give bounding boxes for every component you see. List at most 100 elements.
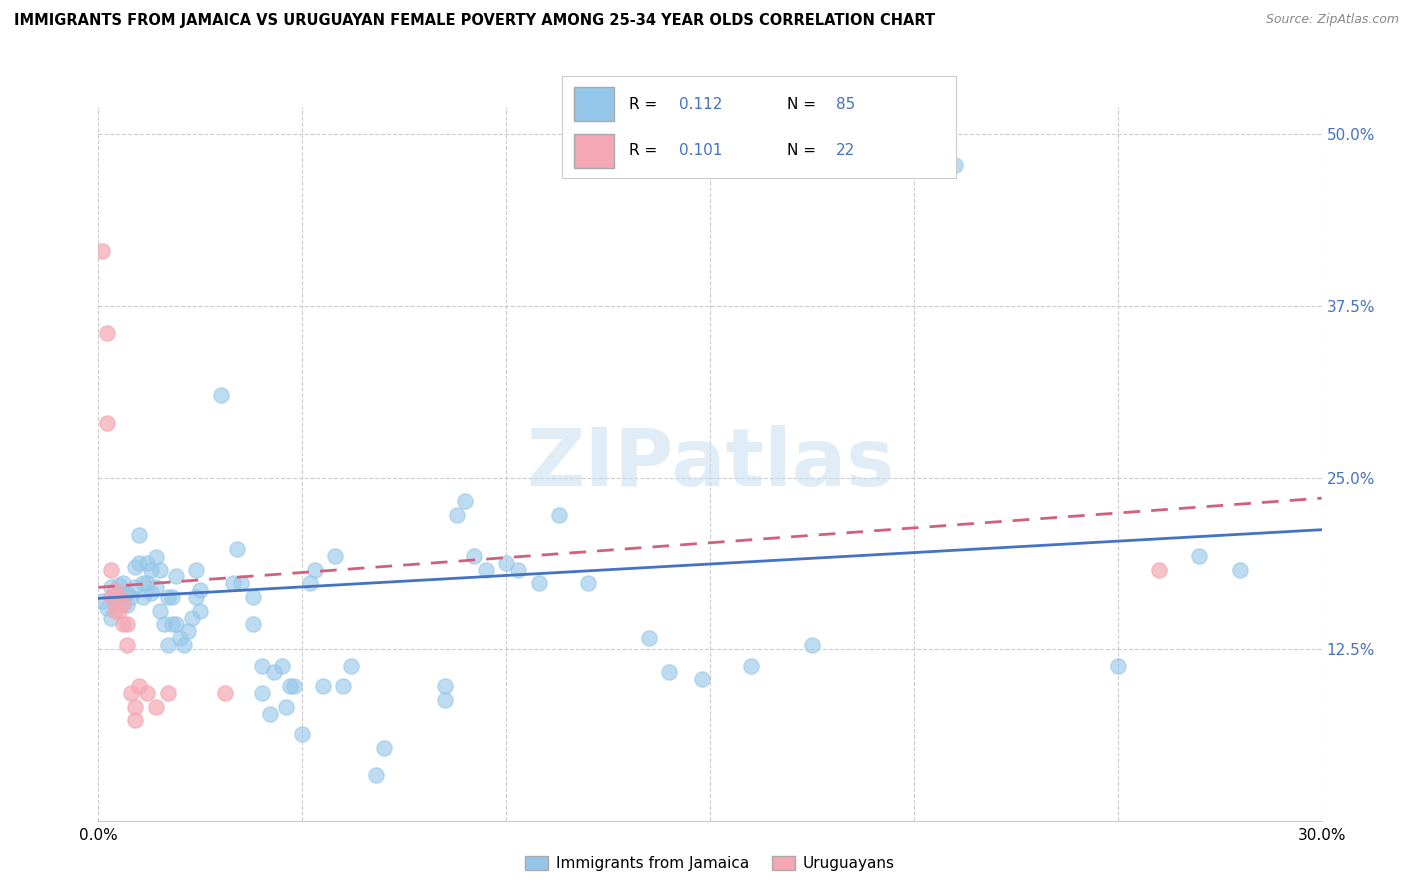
Point bbox=[169, 631, 191, 645]
Point bbox=[690, 673, 713, 687]
Point bbox=[128, 556, 150, 570]
Point bbox=[181, 610, 204, 624]
Point bbox=[156, 590, 179, 604]
Point bbox=[96, 326, 118, 341]
Point bbox=[136, 556, 159, 570]
Point bbox=[278, 679, 301, 693]
Point bbox=[1147, 562, 1170, 576]
Point bbox=[188, 604, 212, 618]
Point bbox=[508, 562, 530, 576]
Point bbox=[173, 638, 195, 652]
Point bbox=[250, 658, 273, 673]
Point bbox=[96, 416, 118, 430]
Point bbox=[291, 727, 314, 741]
Point bbox=[283, 679, 305, 693]
Point bbox=[340, 658, 363, 673]
Point bbox=[145, 699, 167, 714]
Point bbox=[312, 679, 335, 693]
Point bbox=[576, 576, 599, 591]
Point bbox=[149, 562, 172, 576]
Point bbox=[136, 686, 159, 700]
Point bbox=[104, 604, 127, 618]
Point bbox=[136, 576, 159, 591]
Point bbox=[160, 617, 183, 632]
Point bbox=[242, 617, 264, 632]
Point bbox=[108, 577, 131, 591]
Point bbox=[323, 549, 346, 563]
Point bbox=[463, 549, 485, 563]
Point bbox=[242, 590, 264, 604]
Point bbox=[149, 604, 172, 618]
Point bbox=[454, 494, 477, 508]
Point bbox=[1107, 658, 1129, 673]
Text: N =: N = bbox=[787, 96, 821, 112]
Point bbox=[124, 699, 146, 714]
Point bbox=[364, 768, 387, 782]
Point bbox=[132, 576, 155, 591]
Point bbox=[108, 604, 131, 618]
Point bbox=[111, 617, 134, 632]
Point bbox=[132, 590, 155, 604]
Point bbox=[111, 576, 134, 591]
Point bbox=[186, 562, 208, 576]
Point bbox=[214, 686, 236, 700]
Point bbox=[270, 658, 294, 673]
Point bbox=[304, 562, 326, 576]
Point bbox=[100, 610, 122, 624]
Point bbox=[124, 580, 146, 594]
Point bbox=[209, 388, 232, 402]
Point bbox=[124, 714, 146, 728]
Point bbox=[263, 665, 285, 680]
Point bbox=[434, 679, 457, 693]
Text: 0.101: 0.101 bbox=[679, 143, 721, 158]
Point bbox=[156, 638, 179, 652]
Point bbox=[100, 580, 122, 594]
Point bbox=[186, 590, 208, 604]
Point bbox=[165, 617, 187, 632]
FancyBboxPatch shape bbox=[574, 135, 613, 168]
Point bbox=[141, 562, 163, 576]
Point bbox=[373, 740, 395, 755]
Point bbox=[1188, 549, 1211, 563]
Point bbox=[434, 693, 457, 707]
Legend: Immigrants from Jamaica, Uruguayans: Immigrants from Jamaica, Uruguayans bbox=[519, 850, 901, 877]
Point bbox=[801, 638, 824, 652]
Text: R =: R = bbox=[630, 96, 662, 112]
Point bbox=[152, 617, 174, 632]
Point bbox=[104, 598, 127, 612]
Point bbox=[115, 586, 138, 600]
Text: 22: 22 bbox=[837, 143, 855, 158]
Point bbox=[115, 617, 138, 632]
Text: IMMIGRANTS FROM JAMAICA VS URUGUAYAN FEMALE POVERTY AMONG 25-34 YEAR OLDS CORREL: IMMIGRANTS FROM JAMAICA VS URUGUAYAN FEM… bbox=[14, 13, 935, 29]
Point bbox=[177, 624, 200, 639]
Point bbox=[740, 658, 762, 673]
Point bbox=[1229, 562, 1251, 576]
Point bbox=[165, 569, 187, 583]
Text: Source: ZipAtlas.com: Source: ZipAtlas.com bbox=[1265, 13, 1399, 27]
Point bbox=[115, 598, 138, 612]
Point bbox=[128, 528, 150, 542]
Point bbox=[259, 706, 281, 721]
Point bbox=[274, 699, 297, 714]
Text: 0.112: 0.112 bbox=[679, 96, 721, 112]
Point bbox=[474, 562, 498, 576]
Point bbox=[115, 638, 138, 652]
Point bbox=[145, 580, 167, 594]
Point bbox=[100, 562, 122, 576]
Point bbox=[548, 508, 571, 522]
Point bbox=[104, 583, 127, 598]
Point bbox=[943, 158, 966, 172]
Point bbox=[91, 594, 114, 608]
Point bbox=[128, 679, 150, 693]
Point bbox=[226, 541, 249, 556]
Text: ZIPatlas: ZIPatlas bbox=[526, 425, 894, 503]
Point bbox=[111, 597, 134, 611]
Point bbox=[141, 586, 163, 600]
Point bbox=[108, 590, 131, 604]
Point bbox=[120, 686, 142, 700]
FancyBboxPatch shape bbox=[574, 87, 613, 121]
Point bbox=[120, 590, 142, 604]
Point bbox=[495, 556, 517, 570]
Point bbox=[156, 686, 179, 700]
Text: R =: R = bbox=[630, 143, 662, 158]
